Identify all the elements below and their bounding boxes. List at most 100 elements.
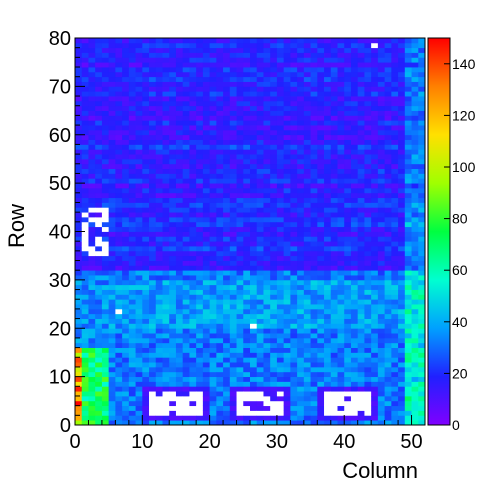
- heatmap-cell: [256, 52, 264, 58]
- heatmap-cell: [115, 395, 123, 402]
- heatmap-cell: [391, 275, 399, 281]
- heatmap-cell: [418, 197, 426, 203]
- heatmap-cell: [384, 207, 392, 213]
- heatmap-cell: [101, 129, 110, 136]
- heatmap-cell: [229, 313, 237, 319]
- heatmap-cell: [216, 289, 224, 295]
- heatmap-cell: [344, 154, 352, 160]
- heatmap-cell: [182, 275, 190, 281]
- heatmap-cell: [411, 173, 419, 179]
- heatmap-cell: [122, 129, 130, 136]
- heatmap-cell: [357, 400, 365, 407]
- heatmap-cell: [317, 178, 325, 184]
- heatmap-cell: [303, 308, 311, 315]
- heatmap-cell: [404, 289, 412, 295]
- heatmap-cell: [88, 52, 96, 58]
- heatmap-cell: [122, 187, 130, 194]
- heatmap-cell: [384, 134, 392, 140]
- heatmap-cell: [317, 376, 325, 382]
- heatmap-cell: [189, 110, 197, 116]
- heatmap-cell: [115, 38, 123, 44]
- heatmap-cell: [162, 154, 170, 160]
- x-tick-label: 20: [198, 431, 220, 453]
- heatmap-cell: [324, 110, 332, 116]
- heatmap-cell: [310, 299, 318, 305]
- heatmap-cell: [276, 357, 285, 363]
- heatmap-cell: [196, 391, 204, 397]
- heatmap-cell: [216, 202, 224, 208]
- heatmap-cell: [149, 187, 157, 194]
- heatmap-cell: [169, 216, 177, 223]
- heatmap-cell: [88, 308, 96, 315]
- heatmap-cell: [384, 110, 392, 116]
- heatmap-cell: [384, 100, 392, 107]
- heatmap-cell: [330, 284, 338, 290]
- heatmap-cell: [175, 110, 184, 116]
- heatmap-cell: [209, 125, 217, 131]
- heatmap-cell: [276, 246, 285, 252]
- heatmap-cell: [216, 47, 224, 53]
- heatmap-cell: [290, 57, 298, 63]
- heatmap-cell: [283, 62, 291, 68]
- heatmap-cell: [418, 304, 426, 310]
- heatmap-cell: [209, 57, 217, 63]
- heatmap-cell: [418, 357, 426, 363]
- heatmap-cell: [290, 386, 298, 392]
- heatmap-cell: [155, 318, 163, 324]
- heatmap-cell: [310, 391, 318, 397]
- heatmap-cell: [155, 337, 163, 344]
- heatmap-cell: [384, 38, 392, 44]
- heatmap-cell: [256, 57, 264, 63]
- heatmap-cell: [236, 86, 244, 92]
- heatmap-cell: [108, 289, 116, 295]
- heatmap-cell: [223, 241, 231, 247]
- heatmap-cell: [270, 347, 278, 353]
- heatmap-cell: [175, 284, 184, 290]
- heatmap-cell: [202, 333, 211, 339]
- heatmap-cell: [283, 371, 291, 378]
- heatmap-cell: [297, 231, 305, 237]
- heatmap-cell: [297, 47, 305, 53]
- heatmap-cell: [391, 149, 399, 155]
- heatmap-cell: [101, 144, 110, 150]
- heatmap-cell: [377, 91, 386, 97]
- heatmap-cell: [256, 275, 264, 281]
- heatmap-cell: [270, 313, 278, 319]
- heatmap-cell: [250, 100, 258, 107]
- heatmap-cell: [142, 100, 150, 107]
- heatmap-cell: [270, 362, 278, 368]
- heatmap-cell: [182, 86, 190, 92]
- heatmap-cell: [357, 115, 365, 121]
- heatmap-cell: [330, 158, 338, 165]
- heatmap-cell: [229, 158, 237, 165]
- heatmap-cell: [297, 52, 305, 58]
- heatmap-cell: [101, 100, 110, 107]
- heatmap-cell: [229, 250, 237, 257]
- heatmap-cell: [344, 415, 352, 421]
- heatmap-cell: [122, 47, 130, 53]
- heatmap-cell: [324, 400, 332, 407]
- heatmap-cell: [377, 168, 386, 174]
- heatmap-cell: [95, 192, 103, 199]
- heatmap-cell: [377, 284, 386, 290]
- heatmap-cell: [256, 71, 264, 78]
- heatmap-cell: [263, 304, 271, 310]
- heatmap-cell: [263, 313, 271, 319]
- heatmap-cell: [169, 139, 177, 145]
- heatmap-cell: [324, 386, 332, 392]
- heatmap-cell: [202, 96, 211, 102]
- heatmap-cell: [175, 221, 184, 228]
- heatmap-cell: [377, 178, 386, 184]
- heatmap-cell: [189, 347, 197, 353]
- heatmap-cell: [344, 149, 352, 155]
- heatmap-cell: [310, 86, 318, 92]
- heatmap-cell: [317, 173, 325, 179]
- heatmap-cell: [263, 52, 271, 58]
- heatmap-cell: [256, 139, 264, 145]
- heatmap-cell: [162, 342, 170, 348]
- heatmap-cell: [364, 279, 372, 286]
- heatmap-cell: [149, 318, 157, 324]
- heatmap-cell: [155, 405, 163, 411]
- heatmap-cell: [270, 192, 278, 199]
- heatmap-cell: [418, 376, 426, 382]
